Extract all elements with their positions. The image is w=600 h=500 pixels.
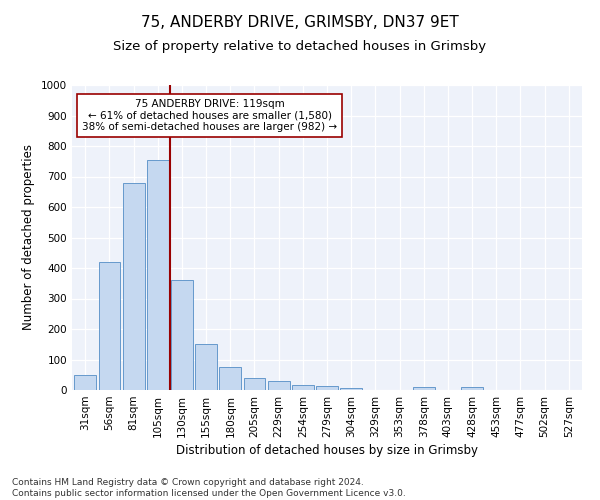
Bar [413, 387, 434, 390]
Bar [147, 160, 169, 390]
Text: Size of property relative to detached houses in Grimsby: Size of property relative to detached ho… [113, 40, 487, 53]
Text: 75, ANDERBY DRIVE, GRIMSBY, DN37 9ET: 75, ANDERBY DRIVE, GRIMSBY, DN37 9ET [141, 15, 459, 30]
X-axis label: Distribution of detached houses by size in Grimsby: Distribution of detached houses by size … [176, 444, 478, 457]
Y-axis label: Number of detached properties: Number of detached properties [22, 144, 35, 330]
Bar [316, 386, 338, 390]
Bar [74, 375, 96, 390]
Bar [340, 388, 362, 390]
Text: Contains HM Land Registry data © Crown copyright and database right 2024.
Contai: Contains HM Land Registry data © Crown c… [12, 478, 406, 498]
Bar [220, 367, 241, 390]
Bar [268, 382, 290, 390]
Bar [461, 387, 483, 390]
Bar [292, 386, 314, 390]
Text: 75 ANDERBY DRIVE: 119sqm
← 61% of detached houses are smaller (1,580)
38% of sem: 75 ANDERBY DRIVE: 119sqm ← 61% of detach… [82, 98, 337, 132]
Bar [171, 280, 193, 390]
Bar [98, 262, 121, 390]
Bar [244, 378, 265, 390]
Bar [195, 344, 217, 390]
Bar [123, 182, 145, 390]
